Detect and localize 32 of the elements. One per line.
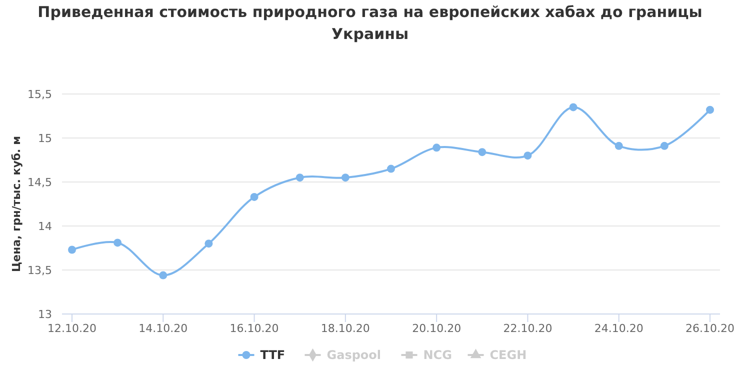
point — [114, 238, 122, 247]
chart-title: Приведенная стоимость природного газа на европейских хабах до границы Украины — [38, 3, 702, 43]
y-tick-label: 15 — [38, 132, 52, 145]
point — [387, 164, 395, 173]
x-tick-label: 26.10.20 — [686, 322, 734, 335]
x-tick-label: 22.10.20 — [503, 322, 552, 335]
x-tick-label: 24.10.20 — [594, 322, 644, 335]
y-tick-label: 15,5 — [28, 88, 52, 101]
x-tick-label: 16.10.20 — [230, 322, 279, 335]
point — [524, 152, 532, 160]
legend-label: TTF — [260, 348, 286, 362]
x-tick-label: 12.10.20 — [48, 322, 96, 335]
y-axis-title: Цена, грн/тыс. куб. м — [10, 136, 23, 272]
point — [250, 192, 258, 201]
y-tick-label: 13,5 — [28, 264, 52, 277]
x-tick-label: 14.10.20 — [138, 322, 188, 335]
point — [68, 246, 76, 254]
point — [204, 240, 213, 248]
y-tick-label: 14,5 — [28, 176, 52, 189]
y-tick-label: 13 — [38, 308, 52, 321]
point — [569, 103, 578, 112]
x-tick-label: 18.10.20 — [320, 322, 370, 335]
point — [614, 142, 623, 150]
point — [341, 174, 350, 182]
y-tick-label: 14 — [38, 220, 52, 233]
point — [706, 106, 714, 114]
point — [660, 142, 668, 150]
x-tick-label: 20.10.20 — [412, 322, 462, 335]
point — [432, 144, 441, 152]
point — [159, 271, 168, 280]
point — [478, 148, 486, 156]
point — [296, 174, 304, 182]
